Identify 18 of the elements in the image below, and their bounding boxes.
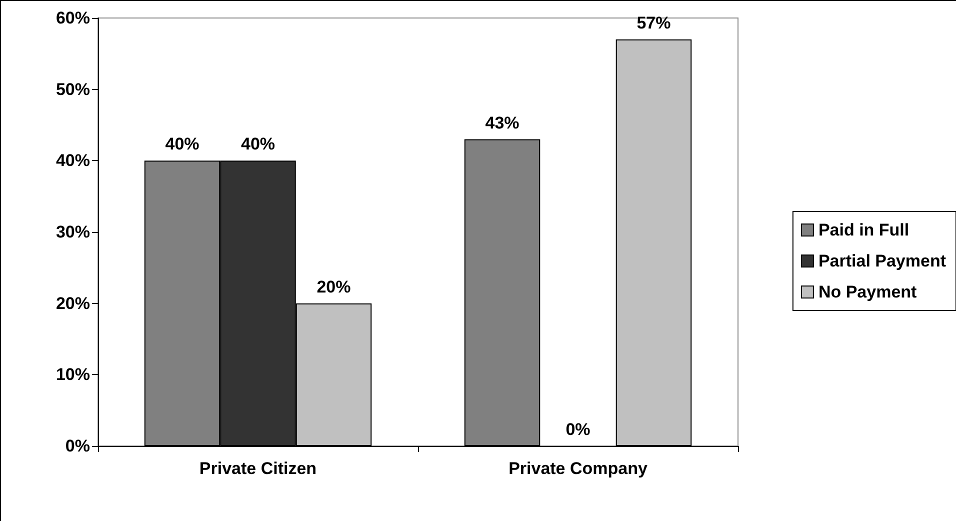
data-label: 0% — [566, 420, 590, 439]
data-label: 43% — [485, 113, 520, 132]
y-tick-label: 60% — [56, 8, 90, 28]
legend-label: Paid in Full — [818, 220, 910, 240]
data-label: 40% — [165, 134, 200, 154]
y-tick-label: 20% — [56, 294, 90, 313]
y-tick-label: 0% — [65, 436, 90, 456]
legend-label: No Payment — [818, 282, 918, 302]
y-tick-label: 40% — [56, 151, 90, 170]
data-label: 20% — [316, 277, 351, 296]
x-tick-label: Private Citizen — [199, 459, 317, 478]
y-tick-label: 10% — [56, 365, 90, 384]
data-label: 57% — [636, 13, 671, 32]
y-tick-label: 30% — [56, 222, 90, 242]
x-tick-label: Private Company — [508, 459, 648, 478]
legend-label: Partial Payment — [818, 252, 946, 270]
y-tick-label: 50% — [56, 80, 90, 99]
data-label: 40% — [240, 134, 276, 154]
